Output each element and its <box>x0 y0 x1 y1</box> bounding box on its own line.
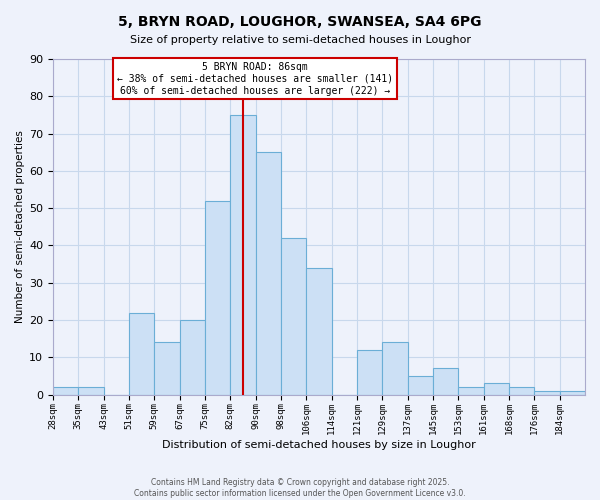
Bar <box>179 320 205 394</box>
Bar <box>281 238 307 394</box>
Bar <box>382 342 407 394</box>
Y-axis label: Number of semi-detached properties: Number of semi-detached properties <box>15 130 25 323</box>
Bar <box>560 391 585 394</box>
Bar <box>230 115 256 394</box>
Bar <box>484 384 509 394</box>
Text: 5 BRYN ROAD: 86sqm
← 38% of semi-detached houses are smaller (141)
60% of semi-d: 5 BRYN ROAD: 86sqm ← 38% of semi-detache… <box>117 62 393 96</box>
Bar <box>535 391 560 394</box>
Bar <box>357 350 382 395</box>
Bar <box>154 342 179 394</box>
Text: Contains HM Land Registry data © Crown copyright and database right 2025.
Contai: Contains HM Land Registry data © Crown c… <box>134 478 466 498</box>
Bar <box>53 387 79 394</box>
Bar <box>256 152 281 394</box>
X-axis label: Distribution of semi-detached houses by size in Loughor: Distribution of semi-detached houses by … <box>162 440 476 450</box>
Bar <box>407 376 433 394</box>
Text: 5, BRYN ROAD, LOUGHOR, SWANSEA, SA4 6PG: 5, BRYN ROAD, LOUGHOR, SWANSEA, SA4 6PG <box>118 15 482 29</box>
Bar <box>458 387 484 394</box>
Text: Size of property relative to semi-detached houses in Loughor: Size of property relative to semi-detach… <box>130 35 470 45</box>
Bar <box>307 268 332 394</box>
Bar <box>205 200 230 394</box>
Bar <box>129 312 154 394</box>
Bar <box>509 387 535 394</box>
Bar <box>433 368 458 394</box>
Bar <box>79 387 104 394</box>
